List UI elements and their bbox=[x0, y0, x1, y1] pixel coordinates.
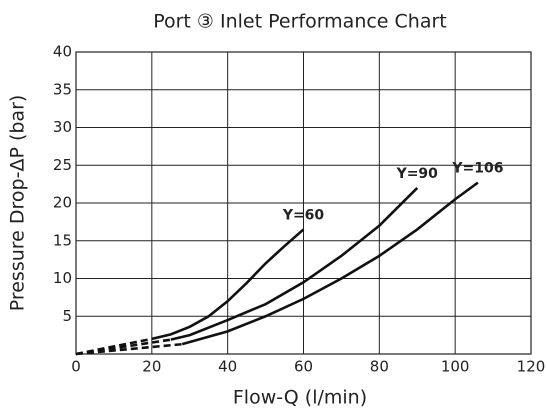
y-tick-label: 20 bbox=[53, 194, 72, 212]
y-tick-label: 35 bbox=[53, 80, 72, 98]
y-tick-label: 5 bbox=[62, 307, 72, 325]
series-label: Y=90 bbox=[396, 166, 439, 182]
series-label: Y=60 bbox=[282, 207, 325, 223]
series-label: Y=106 bbox=[451, 161, 503, 177]
y-tick-label: 10 bbox=[53, 269, 72, 287]
line bbox=[170, 186, 419, 341]
line bbox=[181, 181, 479, 346]
y-tick-label: 15 bbox=[53, 231, 72, 249]
chart-title: Port ③ Inlet Performance Chart bbox=[153, 11, 447, 33]
y-tick-label: 40 bbox=[53, 43, 72, 61]
y-tick-label: 25 bbox=[53, 156, 72, 174]
y-axis-label: Pressure Drop-ΔP (bar) bbox=[7, 95, 29, 312]
line-dashed bbox=[75, 342, 183, 356]
x-tick-label: 0 bbox=[71, 358, 81, 376]
x-tick-label: 60 bbox=[294, 358, 313, 376]
x-tick-label: 80 bbox=[370, 358, 389, 376]
x-tick-label: 100 bbox=[441, 358, 470, 376]
x-tick-label: 120 bbox=[517, 358, 546, 376]
y-tick-label: 30 bbox=[53, 118, 72, 136]
x-tick-label: 40 bbox=[218, 358, 237, 376]
x-axis-label: Flow-Q (l/min) bbox=[233, 387, 367, 409]
x-tick-label: 20 bbox=[142, 358, 161, 376]
line bbox=[151, 228, 305, 341]
